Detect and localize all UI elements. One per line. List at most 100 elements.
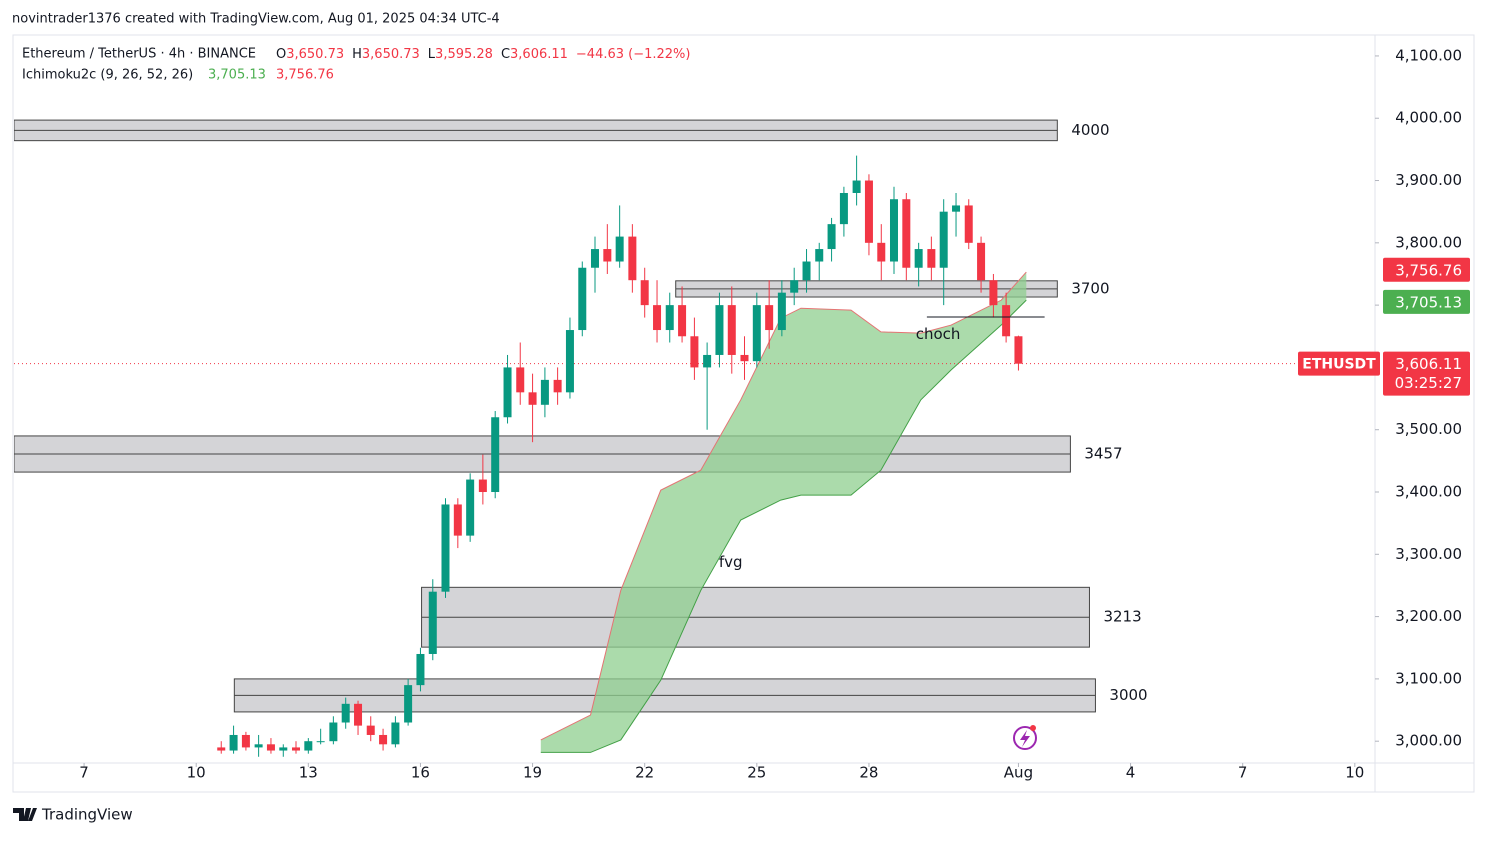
- candle-body: [914, 249, 923, 268]
- candle-body: [1014, 336, 1023, 364]
- y-tick-label: 4,100.00: [1395, 46, 1462, 64]
- y-tick-label: 3,800.00: [1395, 233, 1462, 251]
- candle-body: [790, 280, 799, 293]
- last-price-tag: [1383, 351, 1470, 396]
- ohlc-part: 3,650.73: [362, 47, 420, 62]
- candle-body: [889, 199, 898, 262]
- candle-body: [777, 292, 786, 331]
- candle-body: [428, 591, 437, 654]
- indicator-value: 3,756.76: [276, 68, 334, 83]
- indicator-name[interactable]: Ichimoku2c (9, 26, 52, 26): [22, 68, 193, 83]
- zone-label: 4000: [1071, 121, 1109, 139]
- candle-body: [404, 685, 413, 723]
- overlay: 4000 3700 3457 3213 3000 choch fvg: [719, 121, 1148, 704]
- candle-body: [952, 205, 961, 212]
- candle-body: [902, 199, 911, 268]
- candle-body: [603, 249, 612, 262]
- y-tick-label: 3,000.00: [1395, 732, 1462, 750]
- candle-body: [304, 741, 313, 751]
- plot-area: [14, 119, 1375, 757]
- y-tick-label: 3,500.00: [1395, 420, 1462, 438]
- annotation: choch: [916, 325, 961, 343]
- countdown-label: 03:25:27: [1395, 374, 1462, 392]
- candle-body: [690, 336, 699, 368]
- x-tick-label: 10: [1345, 764, 1364, 782]
- zone-label: 3700: [1071, 279, 1109, 297]
- x-tick-label: 7: [1238, 764, 1248, 782]
- candle-body: [815, 249, 824, 262]
- candle-body: [379, 734, 388, 745]
- candle-body: [703, 354, 712, 368]
- candle-body: [478, 479, 487, 493]
- candle-body: [553, 379, 562, 393]
- cloud-upper-edge: [540, 271, 1027, 741]
- ohlc-part: 3,606.11: [510, 47, 568, 62]
- zone-label: 3000: [1109, 686, 1147, 704]
- candle-body: [316, 741, 325, 743]
- x-tick-label: Aug: [1004, 764, 1033, 782]
- x-tick-label: 4: [1126, 764, 1136, 782]
- candle-body: [528, 392, 537, 405]
- x-tick-label: 16: [411, 764, 430, 782]
- x-tick-label: 19: [523, 764, 542, 782]
- candle-body: [540, 379, 549, 405]
- candle-body: [964, 205, 973, 243]
- candle-body: [665, 305, 674, 331]
- symbol-tag-label: ETHUSDT: [1302, 357, 1376, 373]
- candle-body: [341, 703, 350, 723]
- x-tick-label: 28: [859, 764, 878, 782]
- footer-brand[interactable]: TradingView: [41, 806, 133, 824]
- ichimoku-cloud: [540, 272, 1027, 753]
- ohlc-part: 3,595.28: [435, 47, 493, 62]
- candle-body: [1002, 305, 1011, 337]
- x-tick-label: 7: [79, 764, 89, 782]
- candle-body: [565, 330, 574, 393]
- y-tick-label: 3,300.00: [1395, 545, 1462, 563]
- candle-body: [441, 504, 450, 592]
- candle-body: [640, 280, 649, 306]
- symbol-title[interactable]: Ethereum / TetherUS · 4h · BINANCE: [22, 47, 256, 62]
- chart-frame: [12, 34, 1475, 793]
- candle-body: [628, 236, 637, 281]
- candle-body: [217, 747, 226, 751]
- candle-body: [877, 242, 886, 262]
- candle-body: [802, 261, 811, 281]
- candle-body: [740, 354, 749, 362]
- x-tick-label: 10: [187, 764, 206, 782]
- flash-icon[interactable]: [1013, 725, 1037, 750]
- candle-body: [939, 211, 948, 268]
- candle-body: [453, 504, 462, 536]
- candle-body: [254, 744, 263, 748]
- candle-body: [715, 305, 724, 355]
- candle-body: [491, 417, 500, 493]
- y-tick-label: 4,000.00: [1395, 109, 1462, 127]
- candle-body: [678, 305, 687, 337]
- symbol-tag: [1298, 351, 1380, 376]
- candle-body: [852, 180, 861, 193]
- candle-body: [329, 722, 338, 742]
- indicator-value: 3,705.13: [208, 68, 266, 83]
- cloud-lower-edge: [540, 299, 1027, 753]
- ohlc-legend: O3,650.73 H3,650.73 L3,595.28 C3,606.11 −44.…: [276, 47, 690, 62]
- candle-body: [752, 305, 761, 362]
- candle-body: [927, 249, 936, 268]
- candle-body: [727, 305, 736, 355]
- candle-body: [291, 747, 300, 751]
- candle-body: [827, 224, 836, 250]
- price-tag-label: 3,756.76: [1395, 261, 1462, 279]
- ohlc-part: L: [428, 47, 436, 62]
- candle-body: [765, 305, 774, 331]
- candle-body: [266, 744, 275, 751]
- candle-body: [516, 367, 525, 393]
- tradingview-logo[interactable]: [13, 808, 37, 821]
- x-tick-label: 25: [747, 764, 766, 782]
- y-tick-label: 3,900.00: [1395, 171, 1462, 189]
- y-tick-label: 3,400.00: [1395, 483, 1462, 501]
- candle-body: [615, 236, 624, 262]
- ohlc-part: H: [352, 47, 362, 62]
- candle-body: [839, 192, 848, 225]
- attribution: novintrader1376 created with TradingView…: [12, 12, 500, 27]
- x-tick-label: 13: [299, 764, 318, 782]
- candle-body: [977, 242, 986, 281]
